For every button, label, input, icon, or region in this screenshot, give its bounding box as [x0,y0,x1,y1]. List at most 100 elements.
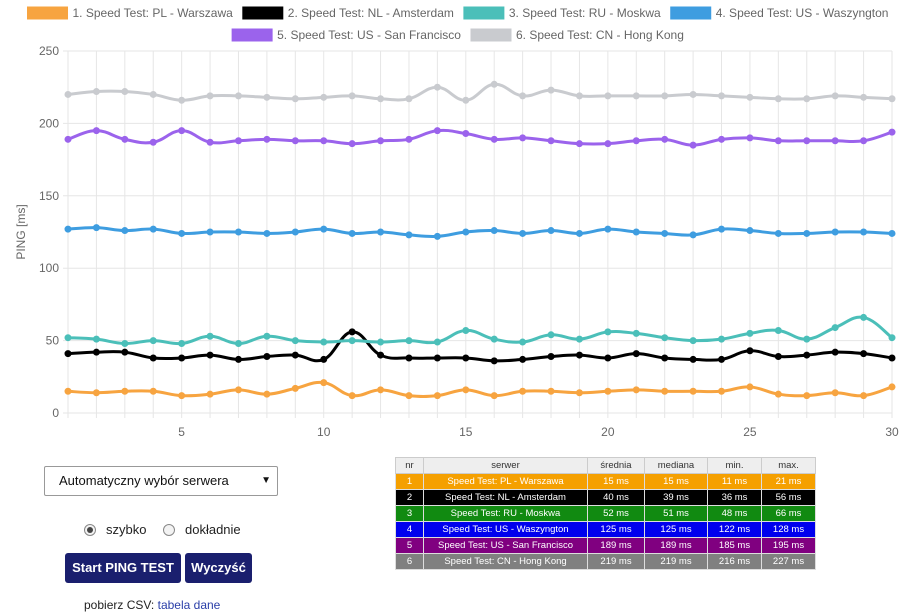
data-point [320,225,328,233]
cell-average: 15 ms [587,473,645,490]
y-tick-label: 100 [39,261,59,275]
x-tick-label: 15 [459,425,473,439]
cell-median: 125 ms [644,521,708,538]
radio-fast-button[interactable] [84,523,96,536]
data-point [64,225,72,233]
legend-swatch [242,6,284,20]
cell-min: 185 ms [707,537,762,554]
data-point [121,88,129,96]
data-point [632,329,640,337]
data-point [377,137,385,145]
data-point [661,387,669,395]
data-point [490,335,498,343]
data-point [291,95,299,103]
data-point [575,335,583,343]
data-point [547,137,555,145]
server-select[interactable]: Automatyczny wybór serwera ▼ [44,466,278,496]
cell-min: 216 ms [707,553,762,570]
csv-table-link[interactable]: tabela [157,598,191,612]
data-point [689,231,697,239]
y-tick-label: 0 [52,406,59,420]
data-point [718,92,726,100]
data-point [803,335,811,343]
cell-max: 195 ms [761,537,816,554]
data-point [433,338,441,346]
data-point [348,328,356,336]
data-point [462,228,470,236]
data-point [519,92,527,100]
data-point [320,93,328,101]
data-point [831,389,839,397]
data-point [888,128,896,136]
clear-button[interactable]: Wyczyść [185,553,252,583]
data-point [860,392,868,400]
ping-chart: 0 50 100 150 200 250 5 10 15 20 25 30 PING [ms] 1. Sp… [14,6,899,439]
table-row: 6 Speed Test: CN - Hong Kong 219 ms 219 ms 2… [395,553,816,570]
table-row: 5 Speed Test: US - San Francisco 189 ms 189… [395,537,816,554]
data-point [92,224,100,232]
data-point [803,351,811,359]
data-point [263,135,271,143]
data-point [831,92,839,100]
y-tick-label: 50 [46,334,60,348]
data-point [774,353,782,361]
data-point [860,313,868,321]
header-median: mediana [644,457,708,474]
data-point [774,95,782,103]
legend-label: 2. Speed Test: NL - Amsterdam [288,6,454,20]
data-point [746,134,754,142]
data-point [405,337,413,345]
radio-precise-button[interactable] [163,523,175,536]
cell-nr: 1 [395,473,424,490]
radio-fast-label: szybko [106,522,147,537]
radio-precise-option[interactable]: dokładnie [163,522,241,537]
x-tick-label: 25 [743,425,757,439]
cell-median: 189 ms [644,537,708,554]
data-point [178,127,186,135]
cell-server: Speed Test: CN - Hong Kong [423,553,588,570]
cell-median: 39 ms [644,489,708,506]
data-point [888,95,896,103]
data-point [519,387,527,395]
data-point [121,348,129,356]
data-point [405,231,413,239]
data-point [774,390,782,398]
data-point [604,140,612,148]
data-point [178,96,186,104]
data-point [234,137,242,145]
data-point [206,138,214,146]
data-point [547,86,555,94]
data-point [206,351,214,359]
legend-swatch [231,28,273,42]
data-point [149,354,157,362]
cell-nr: 5 [395,537,424,554]
data-point [291,337,299,345]
header-nr: nr [395,457,424,474]
data-point [405,354,413,362]
data-point [92,389,100,397]
data-point [718,135,726,143]
data-point [462,96,470,104]
cell-nr: 6 [395,553,424,570]
data-point [860,350,868,358]
data-point [547,331,555,339]
data-point [746,93,754,101]
data-point [433,127,441,135]
data-point [263,93,271,101]
y-tick-label: 200 [39,116,59,130]
data-point [689,337,697,345]
cell-average: 52 ms [587,505,645,522]
data-point [803,229,811,237]
x-tick-label: 20 [601,425,615,439]
data-point [689,90,697,98]
start-ping-test-button[interactable]: Start PING TEST [65,553,181,583]
data-point [149,138,157,146]
data-point [263,390,271,398]
server-select-value: Automatyczny wybór serwera [59,473,229,488]
data-point [661,334,669,342]
csv-data-link[interactable]: dane [193,598,221,612]
data-point [348,392,356,400]
radio-fast-option[interactable]: szybko [84,522,146,537]
data-point [689,141,697,149]
data-point [206,228,214,236]
